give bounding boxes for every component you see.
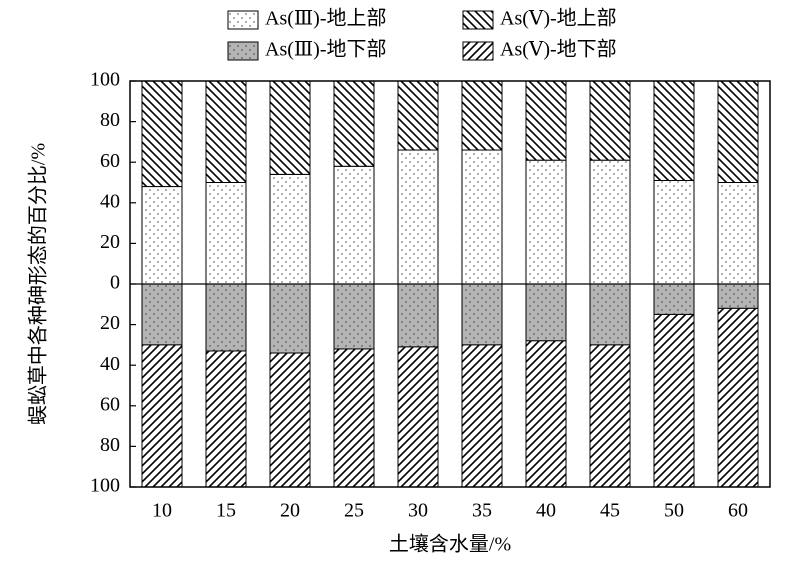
bar [269,352,311,488]
y-tick-label: 20 [100,312,120,334]
bar [525,80,567,161]
bar [397,283,439,348]
legend-label: As(Ⅴ)-地上部 [500,7,617,30]
bar [397,149,439,285]
bar [717,80,759,183]
bar [141,344,183,488]
bar [653,80,695,181]
x-axis-label: 土壤含水量/% [389,533,511,556]
x-tick-label: 20 [280,500,300,522]
y-tick-label: 60 [100,393,120,415]
x-tick-label: 35 [472,500,492,522]
bar [589,344,631,488]
x-tick-label: 25 [344,500,364,522]
y-tick-label: 20 [100,231,120,253]
legend-label: As(Ⅲ)-地下部 [265,38,387,61]
x-tick-label: 60 [728,500,748,522]
bar [589,80,631,161]
bar [205,283,247,352]
bar [205,182,247,285]
x-tick-label: 50 [664,500,684,522]
legend-label: As(Ⅴ)-地下部 [500,38,617,61]
bar [269,283,311,354]
bar [717,307,759,488]
bar [461,283,503,346]
bar [333,80,375,167]
bar [141,283,183,346]
bar [653,179,695,285]
bar [269,80,311,175]
bar [141,186,183,285]
bar [525,159,567,285]
bar [461,344,503,488]
bar [397,80,439,151]
bar [653,283,695,315]
bar [205,350,247,488]
x-tick-label: 45 [600,500,620,522]
bar [525,340,567,488]
bar [397,346,439,488]
bar [717,182,759,285]
bar [141,80,183,188]
bar [589,283,631,346]
bar [333,165,375,285]
bar [461,149,503,285]
bar [333,348,375,488]
bar [205,80,247,183]
x-tick-label: 40 [536,500,556,522]
y-tick-label: 80 [100,434,120,456]
bar [461,80,503,151]
legend-swatch [227,10,259,30]
bar [333,283,375,350]
x-tick-label: 15 [216,500,236,522]
y-tick-label: 40 [100,190,120,212]
bar [525,283,567,342]
legend-swatch [462,41,494,61]
y-tick-label: 40 [100,353,120,375]
x-tick-label: 30 [408,500,428,522]
legend-swatch [462,10,494,30]
legend-label: As(Ⅲ)-地上部 [265,7,387,30]
y-tick-label: 80 [100,109,120,131]
y-tick-label: 100 [90,475,120,497]
bar [269,173,311,285]
y-tick-label: 100 [90,69,120,91]
bar [589,159,631,285]
bar [717,283,759,309]
legend-swatch [227,41,259,61]
y-tick-label: 60 [100,150,120,172]
y-tick-label: 0 [110,272,120,294]
bar [653,313,695,488]
y-axis-label: 蜈蚣草中各种砷形态的百分比/% [27,143,50,425]
x-tick-label: 10 [152,500,172,522]
